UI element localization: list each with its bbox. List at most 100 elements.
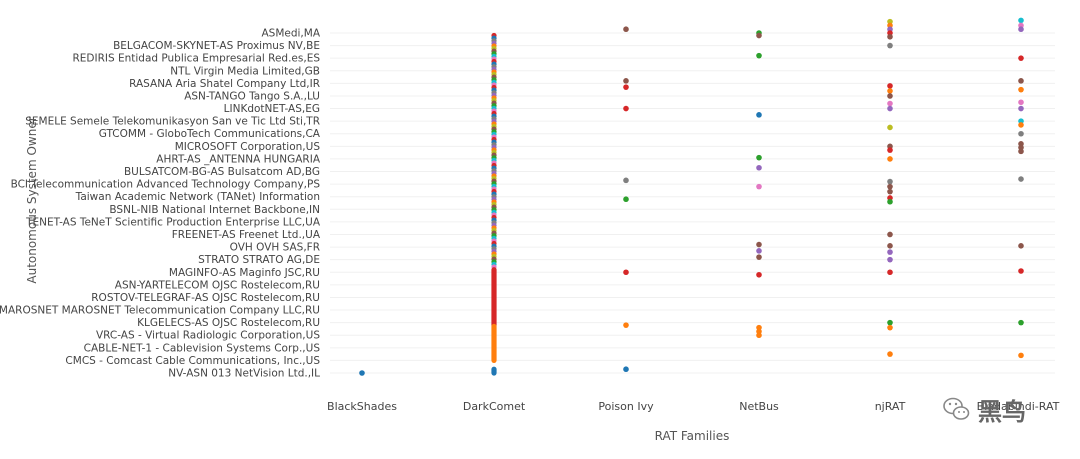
data-point bbox=[1018, 55, 1024, 61]
y-tick-label: LINKdotNET-AS,EG bbox=[224, 103, 320, 115]
data-point bbox=[887, 156, 893, 162]
watermark: 黑鸟 bbox=[943, 397, 1026, 426]
data-point bbox=[887, 231, 893, 238]
y-axis-title: Autonomous System Owner bbox=[25, 116, 39, 283]
data-point bbox=[756, 52, 762, 59]
data-points bbox=[359, 17, 1024, 376]
x-tick-label: DarkComet bbox=[463, 400, 526, 413]
data-point bbox=[623, 78, 629, 84]
data-point bbox=[887, 93, 893, 99]
y-tick-label: MICROSOFT Corporation,US bbox=[175, 141, 321, 153]
x-tick-label: NetBus bbox=[739, 400, 779, 413]
y-tick-label: OVH OVH SAS,FR bbox=[230, 242, 320, 254]
strip-band bbox=[491, 366, 497, 376]
data-point bbox=[623, 26, 629, 33]
data-point bbox=[1018, 78, 1024, 84]
data-point bbox=[756, 164, 762, 171]
y-tick-label: AHRT-AS _ANTENNA HUNGARIA bbox=[156, 153, 321, 165]
data-point bbox=[887, 324, 893, 331]
data-point bbox=[887, 249, 893, 255]
data-point bbox=[887, 269, 893, 276]
data-point bbox=[1018, 122, 1024, 128]
data-point bbox=[887, 351, 893, 357]
data-point bbox=[623, 269, 629, 276]
data-point bbox=[887, 256, 893, 263]
data-point bbox=[1018, 268, 1024, 274]
watermark-label: 黑鸟 bbox=[978, 398, 1026, 426]
data-point bbox=[1018, 352, 1024, 359]
y-tick-label: NV-ASN 013 NetVision Ltd.,IL bbox=[168, 368, 320, 380]
y-tick-label: STRATO STRATO AG,DE bbox=[198, 254, 320, 266]
data-point bbox=[623, 84, 629, 90]
data-point bbox=[756, 241, 762, 248]
y-tick-label: SEMELE Semele Telekomunikasyon San ve Ti… bbox=[25, 116, 320, 128]
data-point bbox=[887, 33, 893, 40]
data-point bbox=[756, 332, 762, 339]
y-tick-label: KLGELECS-AS OJSC Rostelecom,RU bbox=[137, 317, 320, 329]
data-point bbox=[887, 243, 893, 249]
y-tick-label: BSNL-NIB National Internet Backbone,IN bbox=[109, 204, 320, 216]
data-point bbox=[887, 83, 893, 89]
data-point bbox=[1018, 176, 1024, 182]
data-point bbox=[756, 154, 762, 161]
data-point bbox=[887, 100, 893, 107]
data-point bbox=[756, 183, 762, 190]
data-point bbox=[1018, 243, 1024, 249]
data-point bbox=[623, 196, 629, 203]
y-tick-label: BCI Telecommunication Advanced Technolog… bbox=[11, 179, 321, 191]
data-point bbox=[887, 42, 893, 49]
y-tick-label: NTL Virgin Media Limited,GB bbox=[170, 65, 320, 77]
data-point bbox=[756, 248, 762, 254]
data-point bbox=[1018, 86, 1024, 93]
data-point bbox=[887, 198, 893, 205]
data-point bbox=[887, 188, 893, 195]
data-point bbox=[887, 88, 893, 94]
x-tick-label: Bladabindi-RAT bbox=[977, 400, 1060, 413]
y-tick-label: MAGINFO-AS Maginfo JSC,RU bbox=[169, 267, 320, 279]
data-point bbox=[1018, 26, 1024, 33]
y-tick-label: VRC-AS - Virtual Radiologic Corporation,… bbox=[96, 330, 320, 342]
data-point bbox=[1018, 148, 1024, 155]
y-tick-label: CMCS - Comcast Cable Communications, Inc… bbox=[65, 355, 320, 367]
data-point bbox=[1018, 130, 1024, 137]
data-point bbox=[623, 366, 629, 373]
y-tick-label: TENET-AS TeNeT Scientific Production Ent… bbox=[25, 216, 321, 228]
data-point bbox=[756, 112, 762, 118]
data-point bbox=[1018, 99, 1024, 106]
y-tick-label: ASMedi,MA bbox=[261, 28, 320, 40]
y-tick-label: BULSATCOM-BG-AS Bulsatcom AD,BG bbox=[124, 166, 320, 178]
x-tick-label: BlackShades bbox=[327, 400, 397, 413]
data-point bbox=[623, 177, 629, 184]
y-tick-label: ASN-YARTELECOM OJSC Rostelecom,RU bbox=[115, 279, 320, 291]
y-tick-label: Taiwan Academic Network (TANet) Informat… bbox=[75, 191, 320, 203]
x-tick-labels: BlackShades DarkComet Poison Ivy NetBus njRA… bbox=[327, 400, 1060, 413]
y-tick-label: GTCOMM - GloboTech Communications,CA bbox=[99, 128, 321, 140]
x-tick-label: njRAT bbox=[875, 400, 906, 413]
y-tick-label: RASANA Aria Shatel Company Ltd,IR bbox=[129, 78, 320, 90]
strip-band bbox=[491, 267, 497, 328]
x-tick-label: Poison Ivy bbox=[598, 400, 654, 413]
data-point bbox=[623, 105, 629, 112]
data-point bbox=[887, 124, 893, 131]
data-point bbox=[887, 105, 893, 112]
data-point bbox=[1018, 17, 1024, 24]
data-point bbox=[756, 254, 762, 260]
y-tick-label: CABLE-NET-1 - Cablevision Systems Corp.,… bbox=[84, 342, 321, 354]
y-tick-label: AS-MAROSNET MAROSNET Telecommunication C… bbox=[0, 305, 320, 317]
darkcomet-strips bbox=[491, 32, 497, 376]
y-tick-label: ROSTOV-TELEGRAF-AS OJSC Rostelecom,RU bbox=[91, 292, 320, 304]
x-axis-title: RAT Families bbox=[655, 429, 730, 443]
y-tick-label: REDIRIS Entidad Publica Empresarial Red.… bbox=[72, 53, 320, 65]
data-point bbox=[623, 322, 629, 328]
grid-lines bbox=[330, 32, 1055, 374]
data-point bbox=[1018, 105, 1024, 112]
wechat-icon bbox=[943, 397, 970, 420]
data-point bbox=[887, 319, 893, 326]
data-point bbox=[756, 271, 762, 278]
data-point bbox=[887, 147, 893, 153]
y-tick-label: BELGACOM-SKYNET-AS Proximus NV,BE bbox=[113, 40, 320, 52]
y-tick-label: ASN-TANGO Tango S.A.,LU bbox=[184, 90, 320, 102]
strip-band bbox=[491, 323, 497, 364]
